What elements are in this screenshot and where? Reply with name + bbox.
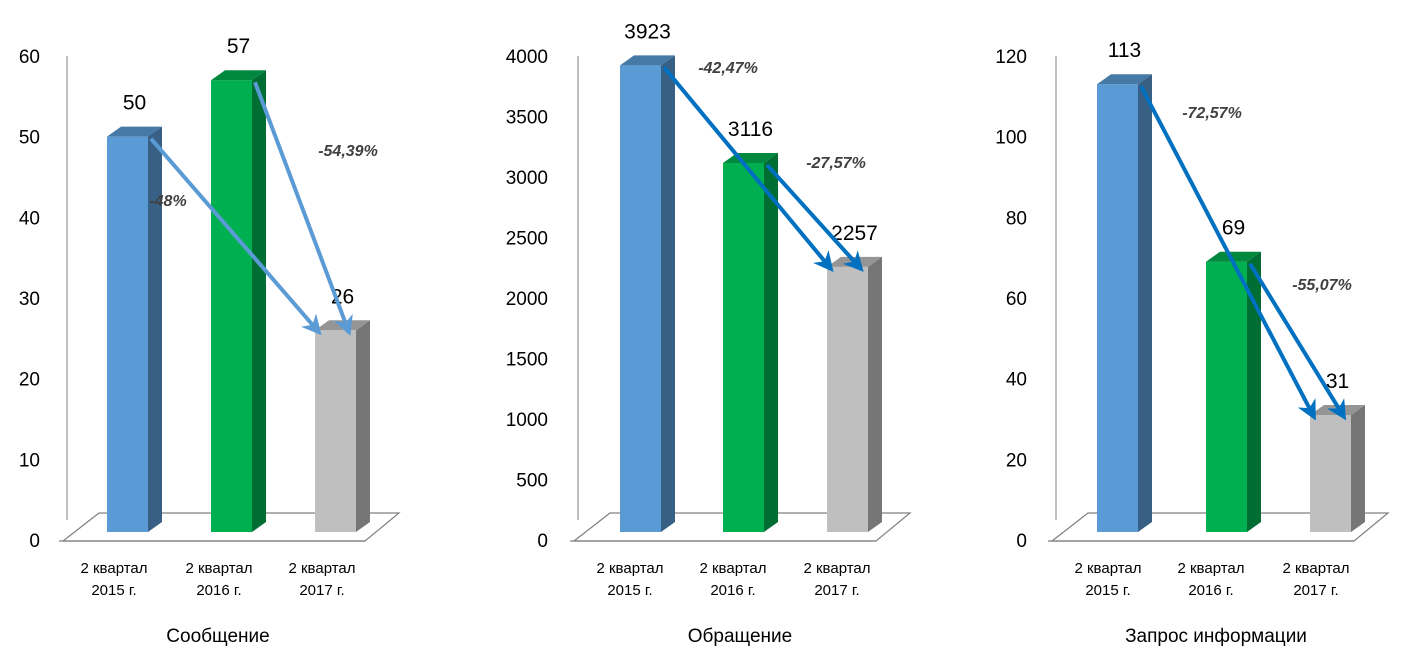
change-arrow [765, 163, 864, 272]
bar-front [620, 65, 661, 532]
bar-side [1351, 404, 1365, 532]
data-label: 31 [1326, 370, 1349, 393]
change-arrow [149, 137, 322, 336]
bar-front [107, 136, 148, 532]
x-tick-label: 2 квартал 2015 г. [80, 560, 147, 599]
bar-front [315, 330, 356, 532]
change-arrow [1248, 262, 1347, 421]
bar-front [211, 80, 252, 532]
bar-1: 50 [107, 92, 162, 533]
chart-title: Обращение [688, 626, 792, 647]
bar-front [827, 266, 868, 532]
bar-side [764, 152, 778, 533]
bar-front [1310, 414, 1351, 532]
percent-change-label: -27,57% [806, 155, 866, 172]
bar-3: 31 [1310, 370, 1365, 532]
y-tick-label: 3500 [506, 108, 548, 129]
bar-front [1206, 261, 1247, 532]
y-tick-label: 0 [537, 531, 548, 552]
bar-top [620, 55, 675, 66]
y-tick-label: 40 [1006, 370, 1027, 391]
y-tick-label: 100 [995, 128, 1027, 149]
x-tick-label: 2 квартал 2016 г. [185, 560, 252, 599]
y-tick-label: 2500 [506, 229, 548, 250]
bar-front [723, 162, 764, 533]
y-tick-label: 500 [516, 471, 548, 492]
y-tick-label: 60 [19, 47, 40, 68]
y-tick-label: 1000 [506, 410, 548, 431]
y-tick-label: 80 [1006, 208, 1027, 229]
percent-change-label: -42,47% [698, 60, 758, 77]
y-tick-label: 20 [19, 370, 40, 391]
bar-2: 69 [1206, 217, 1261, 532]
percent-change-label: -54,39% [318, 143, 378, 160]
x-tick-label: 2 квартал 2015 г. [596, 560, 663, 599]
x-tick-label: 2 квартал 2017 г. [803, 560, 870, 599]
bar-side [1138, 74, 1152, 532]
y-tick-label: 4000 [506, 47, 548, 68]
percent-change-label: -72,57% [1182, 105, 1242, 122]
chart-panel-1: 0 10 20 30 40 50 60 50 57 26 2 квартал 2015 г. 2 ква… [19, 35, 401, 647]
bar-front [1097, 84, 1138, 532]
data-label: 3923 [624, 20, 671, 43]
x-tick-label: 2 квартал 2017 г. [288, 560, 355, 599]
x-tick-label: 2 квартал 2015 г. [1074, 560, 1141, 599]
y-tick-label: 20 [1006, 450, 1027, 471]
bar-top [107, 126, 162, 137]
y-tick-label: 3000 [506, 168, 548, 189]
y-tick-label: 10 [19, 450, 40, 471]
bar-2: 57 [211, 35, 266, 532]
y-tick-label: 1500 [506, 350, 548, 371]
data-label: 3116 [728, 118, 773, 141]
y-tick-label: 40 [19, 208, 40, 229]
y-tick-label: 30 [19, 289, 40, 310]
bar-3: 2257 [827, 222, 882, 532]
y-tick-label: 0 [29, 531, 40, 552]
bar-1: 113 [1097, 39, 1152, 532]
chart-panel-2: 0 500 1000 1500 2000 2500 3000 3500 4000 3923 3116… [506, 20, 912, 647]
y-tick-label: 2000 [506, 289, 548, 310]
data-label: 69 [1222, 217, 1245, 240]
data-label: 113 [1108, 39, 1141, 62]
x-tick-label: 2 квартал 2017 г. [1282, 560, 1349, 599]
bar-side [356, 320, 370, 532]
data-label: 50 [123, 92, 146, 115]
change-arrow [1139, 85, 1316, 421]
chart-title: Сообщение [166, 626, 269, 647]
data-label: 2257 [831, 222, 878, 245]
percent-change-label: -55,07% [1292, 277, 1352, 294]
data-label: 57 [227, 35, 250, 58]
bar-2: 3116 [723, 118, 778, 533]
bar-top [211, 70, 266, 81]
x-tick-label: 2 квартал 2016 г. [1177, 560, 1244, 599]
y-tick-label: 0 [1016, 531, 1027, 552]
bar-side [1247, 251, 1261, 532]
x-tick-label: 2 квартал 2016 г. [699, 560, 766, 599]
bar-side [252, 70, 266, 532]
y-tick-label: 120 [995, 47, 1027, 68]
bar-side [868, 256, 882, 532]
y-tick-label: 50 [19, 128, 40, 149]
bar-side [148, 126, 162, 533]
bar-side [661, 55, 675, 532]
chart-title: Запрос информации [1125, 626, 1307, 647]
bar-top [1097, 74, 1152, 85]
chart-panel-3: 0 20 40 60 80 100 120 113 69 31 2 квартал 2015 г. 2 … [995, 39, 1390, 647]
bar-3: 26 [315, 285, 370, 532]
y-tick-label: 60 [1006, 289, 1027, 310]
bar-top [1206, 251, 1261, 262]
change-arrow [253, 81, 353, 337]
bar-1: 3923 [620, 20, 675, 532]
change-arrow [662, 66, 834, 272]
percent-change-label: -48% [149, 193, 186, 210]
